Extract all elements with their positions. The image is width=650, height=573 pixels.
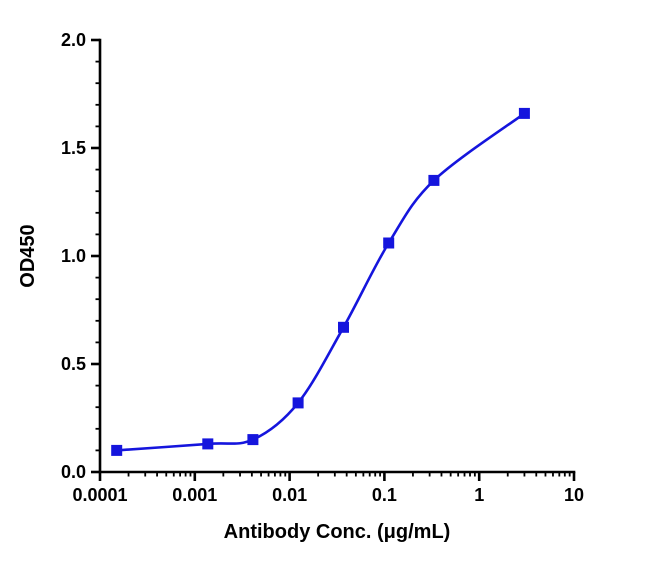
axes-frame [98, 38, 576, 474]
fit-curve [115, 112, 526, 452]
y-tick-label: 0.5 [61, 354, 86, 374]
y-tick-label: 2.0 [61, 30, 86, 50]
x-tick-label: 0.01 [272, 485, 307, 505]
y-tick-label: 1.5 [61, 138, 86, 158]
data-point-marker [247, 434, 259, 446]
x-tick-label: 1 [474, 485, 484, 505]
y-tick-label: 0.0 [61, 462, 86, 482]
data-point-marker [338, 321, 349, 333]
data-point-marker [518, 107, 530, 119]
x-tick-label: 0.0001 [72, 485, 127, 505]
x-tick-label: 10 [564, 485, 584, 505]
x-axis-title: Antibody Conc. (μg/mL) [224, 521, 451, 543]
x-tick-label: 0.001 [172, 485, 217, 505]
data-point-marker [428, 174, 440, 186]
y-tick-label: 1.0 [61, 246, 86, 266]
x-tick-label: 0.1 [372, 485, 397, 505]
data-point-marker [202, 438, 214, 450]
data-point-marker [383, 237, 395, 249]
y-axis-title: OD450 [17, 224, 39, 287]
data-point-marker [292, 397, 304, 409]
data-point-marker [111, 444, 123, 456]
